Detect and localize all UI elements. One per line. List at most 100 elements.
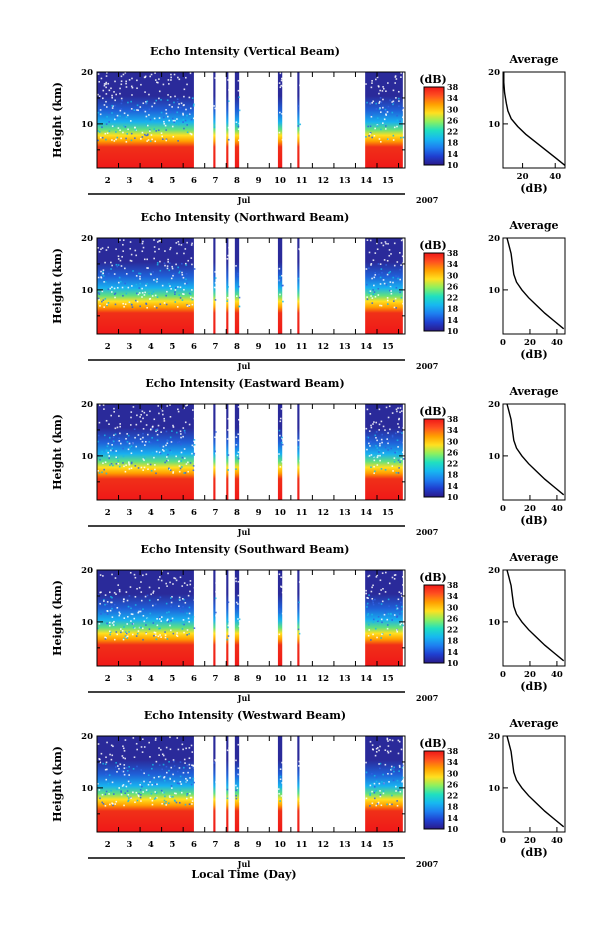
speckle [130, 620, 132, 622]
speckle [213, 105, 215, 107]
speckle [189, 590, 191, 593]
speckle [372, 599, 374, 602]
speckle [373, 774, 376, 777]
speckle [103, 84, 106, 87]
colorbar-tick-label: 26 [447, 447, 459, 457]
speckle [191, 444, 194, 447]
colorbar-tick-label: 38 [447, 82, 459, 92]
speckle [126, 615, 129, 618]
speckle [186, 779, 189, 782]
speckle [377, 287, 380, 290]
speckle [391, 465, 394, 467]
speckle [118, 276, 121, 279]
speckle [182, 427, 185, 429]
speckle [396, 615, 399, 618]
speckle [149, 428, 152, 431]
speckle [402, 451, 404, 454]
speckle [279, 608, 281, 610]
speckle [142, 109, 145, 111]
speckle [110, 87, 112, 90]
speckle [149, 130, 151, 132]
speckle [170, 785, 173, 787]
speckle [189, 107, 192, 110]
speckle [298, 601, 300, 604]
speckle [235, 794, 237, 797]
speckle [214, 271, 216, 273]
speckle [131, 77, 133, 80]
speckle [127, 797, 130, 799]
y-tick-label: 20 [81, 68, 93, 78]
speckle [177, 748, 180, 751]
speckle [115, 450, 118, 452]
speckle [380, 128, 382, 131]
speckle [182, 112, 184, 115]
speckle [160, 111, 163, 114]
speckle [395, 472, 398, 474]
speckle [180, 783, 183, 785]
speckle [153, 128, 156, 130]
speckle [159, 303, 162, 306]
speckle [121, 99, 123, 102]
speckle [119, 763, 122, 766]
speckle [386, 299, 389, 302]
speckle [120, 102, 123, 105]
speckle [281, 782, 283, 784]
speckle [376, 125, 379, 127]
speckle [367, 634, 370, 637]
speckle [374, 271, 377, 274]
speckle [399, 790, 402, 793]
speckle [140, 450, 143, 452]
speckle [179, 607, 181, 610]
speckle [136, 87, 138, 90]
speckle [388, 582, 391, 585]
speckle [111, 781, 114, 784]
speckle [158, 747, 160, 749]
speckle [155, 792, 158, 794]
speckle [129, 424, 132, 426]
speckle [182, 276, 185, 279]
speckle [102, 299, 105, 301]
speckle [400, 748, 403, 751]
speckle [369, 413, 372, 415]
speckle [166, 267, 169, 270]
speckle [183, 766, 185, 769]
speckle [178, 460, 181, 462]
speckle [190, 783, 193, 786]
speckle [368, 442, 370, 445]
speckle [140, 138, 142, 140]
speckle [112, 793, 115, 795]
speckle [175, 792, 177, 795]
speckle [137, 467, 140, 469]
speckle [154, 294, 157, 297]
speckle [185, 76, 187, 79]
speckle [141, 242, 144, 245]
speckle [237, 433, 240, 436]
speckle [146, 594, 149, 597]
speckle [122, 600, 125, 603]
speckle [182, 619, 185, 621]
speckle [386, 297, 389, 299]
speckle [128, 461, 130, 463]
speckle [136, 292, 138, 295]
speckle [235, 445, 237, 448]
speckle [112, 440, 115, 443]
speckle [123, 124, 125, 127]
speckle [142, 608, 144, 610]
speckle [387, 243, 389, 245]
speckle [116, 440, 119, 443]
speckle [183, 288, 185, 291]
speckle [148, 779, 151, 782]
speckle [108, 436, 111, 439]
speckle [131, 303, 133, 306]
speckle [155, 306, 158, 309]
speckle [97, 292, 100, 294]
speckle [394, 432, 397, 435]
speckle [161, 138, 164, 141]
speckle [130, 452, 133, 455]
speckle [371, 790, 373, 793]
speckle [159, 576, 161, 578]
speckle [120, 631, 122, 634]
speckle [177, 410, 180, 413]
speckle [392, 134, 395, 137]
speckle [126, 769, 129, 772]
